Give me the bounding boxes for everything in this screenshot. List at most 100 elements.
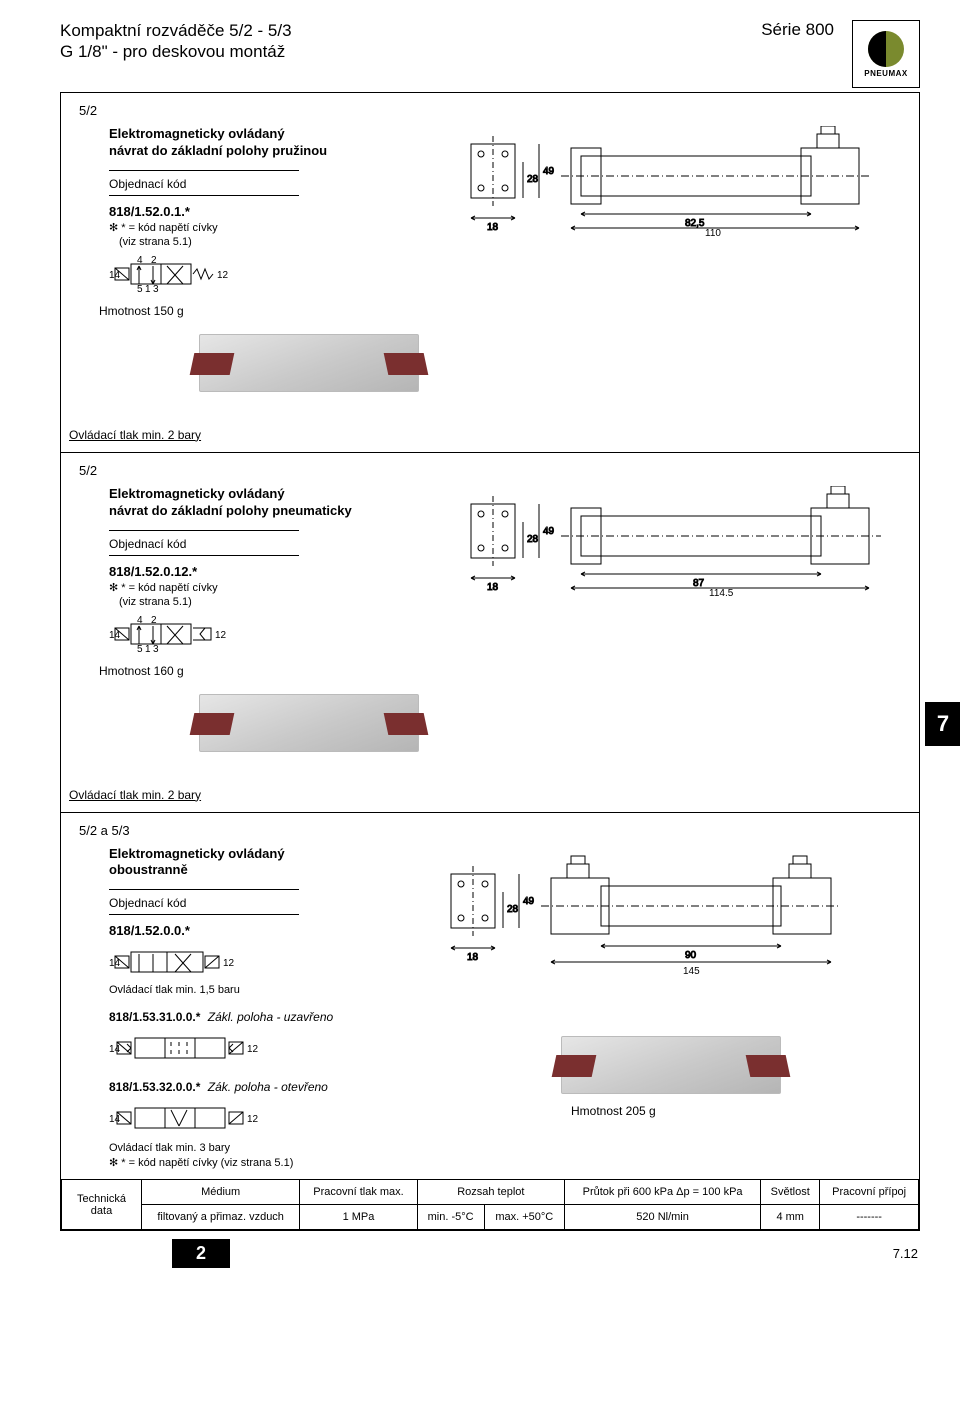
tech-h5: Světlost <box>761 1180 820 1205</box>
logo-icon <box>868 31 904 67</box>
logo-text: PNEUMAX <box>864 69 908 78</box>
sec3-weight: Hmotnost 205 g <box>571 1104 901 1118</box>
sec3-pressure3: Ovládací tlak min. 3 bary <box>109 1142 411 1154</box>
svg-text:82,5: 82,5 <box>685 218 705 229</box>
svg-text:12: 12 <box>247 1044 259 1055</box>
svg-text:1: 1 <box>145 644 151 654</box>
group-label-3: 5/2 a 5/3 <box>79 823 901 838</box>
tech-rowlabel: Technická data <box>62 1180 142 1230</box>
sec1-weight: Hmotnost 150 g <box>99 304 431 318</box>
svg-text:90: 90 <box>685 950 697 961</box>
svg-text:18: 18 <box>487 582 499 593</box>
sec2-drawing: 28 49 18 87 <box>461 486 901 596</box>
svg-text:12: 12 <box>223 958 235 969</box>
sec3-order-label: Objednací kód <box>109 896 411 910</box>
sec2-code: 818/1.52.0.12.* <box>109 564 431 579</box>
tech-c5: 4 mm <box>761 1205 820 1230</box>
footer-page: 7.12 <box>893 1246 918 1261</box>
sec3-symbol3: 14 12 <box>109 1102 411 1136</box>
tech-h2: Pracovní tlak max. <box>300 1180 417 1205</box>
brand-logo: PNEUMAX <box>852 20 920 88</box>
svg-text:145: 145 <box>683 966 700 976</box>
svg-text:28: 28 <box>527 534 539 545</box>
svg-text:14: 14 <box>109 1044 121 1055</box>
sec2-title-l2: návrat do základní polohy pneumaticky <box>109 503 431 520</box>
svg-text:28: 28 <box>507 904 519 915</box>
sec3-symbol1: 14 12 <box>109 946 411 980</box>
sec2-order-label: Objednací kód <box>109 537 431 551</box>
tech-c2: 1 MPa <box>300 1205 417 1230</box>
tech-c4: 520 Nl/min <box>565 1205 761 1230</box>
tech-h3: Rozsah teplot <box>417 1180 564 1205</box>
sec2-weight: Hmotnost 160 g <box>99 664 431 678</box>
svg-text:12: 12 <box>217 270 229 281</box>
svg-text:12: 12 <box>215 630 227 641</box>
sec3-desc2: Zákl. poloha - uzavřeno <box>208 1010 333 1024</box>
sec1-drawing: 28 49 18 <box>461 126 901 236</box>
tech-h4: Průtok při 600 kPa Δp = 100 kPa <box>565 1180 761 1205</box>
group-label-2: 5/2 <box>79 463 901 478</box>
group-label-1: 5/2 <box>79 103 901 118</box>
svg-text:5: 5 <box>137 284 143 294</box>
svg-text:2: 2 <box>151 616 157 626</box>
tech-c6: ------- <box>820 1205 919 1230</box>
sec3-code3: 818/1.53.32.0.0.* <box>109 1080 200 1094</box>
svg-text:49: 49 <box>543 166 555 177</box>
tech-h6: Pracovní přípoj <box>820 1180 919 1205</box>
tech-c3a: min. -5°C <box>417 1205 484 1230</box>
title-line1: Kompaktní rozváděče 5/2 - 5/3 <box>60 20 292 41</box>
sec1-title-l2: návrat do základní polohy pružinou <box>109 143 431 160</box>
tech-h1: Médium <box>142 1180 300 1205</box>
sec3-symbol2: 14 12 <box>109 1032 411 1066</box>
svg-text:4: 4 <box>137 256 143 266</box>
sec3-desc3: Zák. poloha - otevřeno <box>208 1080 328 1094</box>
sec3-pressure1: Ovládací tlak min. 1,5 baru <box>109 984 411 996</box>
sec3-drawing: 28 49 18 <box>441 846 901 976</box>
sec1-pressure: Ovládací tlak min. 2 bary <box>69 428 901 442</box>
sec2-pressure: Ovládací tlak min. 2 bary <box>69 788 901 802</box>
section-1: 5/2 Elektromagneticky ovládaný návrat do… <box>61 93 919 452</box>
tech-c1: filtovaný a přimaz. vzduch <box>142 1205 300 1230</box>
content-frame: 5/2 Elektromagneticky ovládaný návrat do… <box>60 92 920 1231</box>
sec1-order-label: Objednací kód <box>109 177 431 191</box>
sec1-note2: (viz strana 5.1) <box>109 236 431 248</box>
sec1-note: * = kód napětí cívky <box>121 222 217 234</box>
tech-table: Technická data Médium Pracovní tlak max.… <box>61 1179 919 1230</box>
svg-text:3: 3 <box>153 284 159 294</box>
svg-text:18: 18 <box>467 952 479 963</box>
sec1-code: 818/1.52.0.1.* <box>109 204 431 219</box>
svg-text:14: 14 <box>109 958 121 969</box>
svg-text:49: 49 <box>523 896 535 907</box>
section-2: 5/2 Elektromagneticky ovládaný návrat do… <box>61 452 919 812</box>
svg-text:1: 1 <box>145 284 151 294</box>
svg-text:87: 87 <box>693 578 705 589</box>
svg-text:2: 2 <box>151 256 157 266</box>
sec2-symbol: 14 12 4 2 5 1 3 <box>109 616 431 654</box>
svg-text:14: 14 <box>109 1114 121 1125</box>
title-line2: G 1/8" - pro deskovou montáž <box>60 41 292 62</box>
svg-text:110: 110 <box>705 228 721 236</box>
section-3: 5/2 a 5/3 Elektromagneticky ovládaný obo… <box>61 812 919 1180</box>
svg-text:28: 28 <box>527 174 539 185</box>
svg-text:14: 14 <box>109 270 121 281</box>
tech-c3b: max. +50°C <box>484 1205 564 1230</box>
svg-text:12: 12 <box>247 1114 259 1125</box>
sec1-title-l1: Elektromagneticky ovládaný <box>109 126 431 143</box>
svg-text:14: 14 <box>109 630 121 641</box>
sec2-note2: (viz strana 5.1) <box>109 596 431 608</box>
svg-text:4: 4 <box>137 616 143 626</box>
sec2-title-l1: Elektromagneticky ovládaný <box>109 486 431 503</box>
header-title: Kompaktní rozváděče 5/2 - 5/3 G 1/8" - p… <box>60 20 292 63</box>
footer-num: 2 <box>172 1239 230 1268</box>
sec3-code1: 818/1.52.0.0.* <box>109 923 411 938</box>
sec1-photo <box>199 334 419 392</box>
sec3-photo <box>561 1036 781 1094</box>
sec3-code2: 818/1.53.31.0.0.* <box>109 1010 200 1024</box>
sec3-note: * = kód napětí cívky (viz strana 5.1) <box>121 1157 293 1169</box>
footer: 2 7.12 <box>60 1239 920 1268</box>
side-tab: 7 <box>925 702 960 746</box>
series-label: Série 800 <box>761 20 834 40</box>
sec1-symbol: 14 12 4 2 5 1 3 <box>109 256 431 294</box>
sec2-note: * = kód napětí cívky <box>121 582 217 594</box>
svg-text:5: 5 <box>137 644 143 654</box>
